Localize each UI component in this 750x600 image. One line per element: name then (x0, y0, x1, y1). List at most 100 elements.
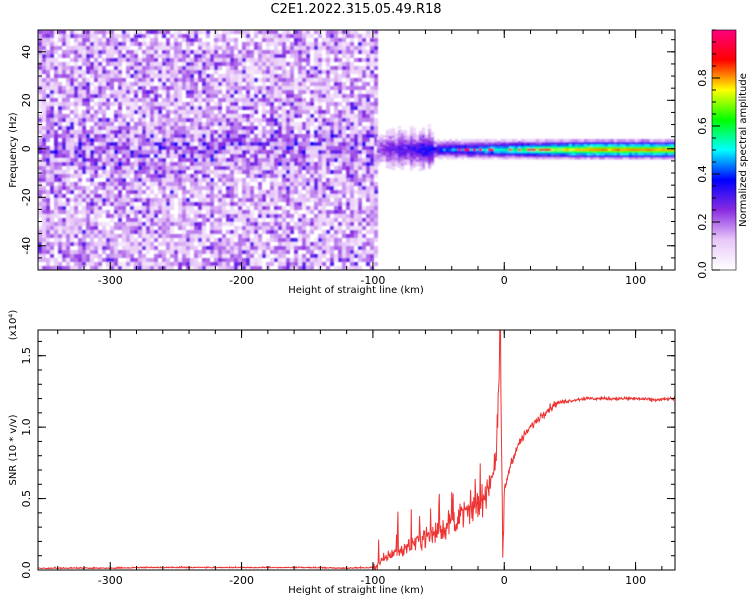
heatmap-cell (222, 122, 226, 126)
heatmap-cell (318, 78, 322, 82)
heatmap-cell (202, 150, 206, 154)
heatmap-cell (318, 210, 322, 214)
heatmap-cell (302, 158, 306, 162)
heatmap-cell (278, 58, 282, 62)
heatmap-cell (385, 134, 390, 138)
heatmap-cell (370, 182, 374, 186)
heatmap-cell (174, 174, 178, 178)
heatmap-cell (282, 118, 286, 122)
heatmap-cell (350, 266, 354, 270)
heatmap-cell (162, 226, 166, 230)
heatmap-cell (354, 202, 358, 206)
heatmap-cell (330, 218, 334, 222)
heatmap-cell (418, 154, 423, 158)
heatmap-cell (146, 102, 150, 106)
heatmap-cell (78, 194, 82, 198)
heatmap-cell (250, 66, 254, 70)
heatmap-cell (370, 154, 374, 158)
heatmap-cell (338, 102, 342, 106)
heatmap-cell (350, 262, 354, 266)
heatmap-cell (118, 166, 122, 170)
heatmap-cell (439, 152, 444, 156)
heatmap-cell (302, 126, 306, 130)
heatmap-cell (126, 114, 130, 118)
heatmap-cell (326, 62, 330, 66)
heatmap-cell (298, 54, 302, 58)
heatmap-cell (282, 230, 286, 234)
heatmap-cell (178, 50, 182, 54)
heatmap-cell (278, 34, 282, 38)
heatmap-cell (46, 266, 50, 270)
heatmap-cell (182, 110, 186, 114)
heatmap-cell (202, 170, 206, 174)
heatmap-cell (174, 242, 178, 246)
heatmap-cell (146, 142, 150, 146)
heatmap-cell (162, 74, 166, 78)
heatmap-cell (150, 234, 154, 238)
heatmap-cell (258, 154, 262, 158)
heatmap-cell (424, 141, 429, 145)
heatmap-cell (318, 70, 322, 74)
heatmap-cell (334, 122, 338, 126)
heatmap-cell (226, 102, 230, 106)
heatmap-cell (70, 110, 74, 114)
heatmap-cell (454, 139, 459, 143)
heatmap-cell (70, 30, 74, 34)
heatmap-cell (162, 162, 166, 166)
heatmap-cell (412, 136, 417, 140)
heatmap-cell (130, 206, 134, 210)
heatmap-cell (318, 50, 322, 54)
heatmap-cell (274, 182, 278, 186)
heatmap-cell (302, 38, 306, 42)
heatmap-cell (436, 149, 441, 154)
heatmap-cell (182, 178, 186, 182)
heatmap-cell (174, 86, 178, 90)
heatmap-cell (66, 190, 70, 194)
heatmap-cell (154, 70, 158, 74)
heatmap-cell (210, 146, 214, 150)
heatmap-cell (314, 258, 318, 262)
heatmap-cell (106, 150, 110, 154)
heatmap-cell (286, 62, 290, 66)
heatmap-cell (382, 134, 387, 139)
heatmap-cell (86, 170, 90, 174)
heatmap-cell (50, 186, 54, 190)
heatmap-cell (366, 206, 370, 210)
heatmap-cell (266, 206, 270, 210)
heatmap-cell (326, 94, 330, 98)
heatmap-cell (391, 165, 396, 169)
heatmap-cell (130, 86, 134, 90)
heatmap-cell (50, 62, 54, 66)
heatmap-cell (210, 170, 214, 174)
heatmap-cell (62, 130, 66, 134)
heatmap-cell (290, 106, 294, 110)
heatmap-cell (427, 135, 432, 139)
heatmap-cell (178, 114, 182, 118)
heatmap-cell (166, 174, 170, 178)
heatmap-cell (118, 126, 122, 130)
heatmap-cell (448, 143, 453, 147)
heatmap-cell (242, 98, 246, 102)
heatmap-cell (106, 98, 110, 102)
heatmap-cell (322, 254, 326, 258)
heatmap-cell (262, 102, 266, 106)
heatmap-cell (302, 198, 306, 202)
heatmap-cell (118, 46, 122, 50)
heatmap-cell (218, 214, 222, 218)
heatmap-cell (379, 156, 384, 160)
heatmap-cell (66, 258, 70, 262)
heatmap-cell (342, 106, 346, 110)
heatmap-cell (54, 154, 58, 158)
heatmap-cell (346, 142, 350, 146)
heatmap-cell (397, 164, 402, 168)
heatmap-cell (290, 66, 294, 70)
heatmap-cell (242, 126, 246, 130)
heatmap-cell (514, 154, 519, 158)
heatmap-cell (258, 102, 262, 106)
heatmap-cell (254, 58, 258, 62)
heatmap-cell (298, 194, 302, 198)
heatmap-cell (202, 54, 206, 58)
heatmap-cell (138, 130, 142, 134)
heatmap-cell (174, 66, 178, 70)
heatmap-cell (290, 146, 294, 150)
